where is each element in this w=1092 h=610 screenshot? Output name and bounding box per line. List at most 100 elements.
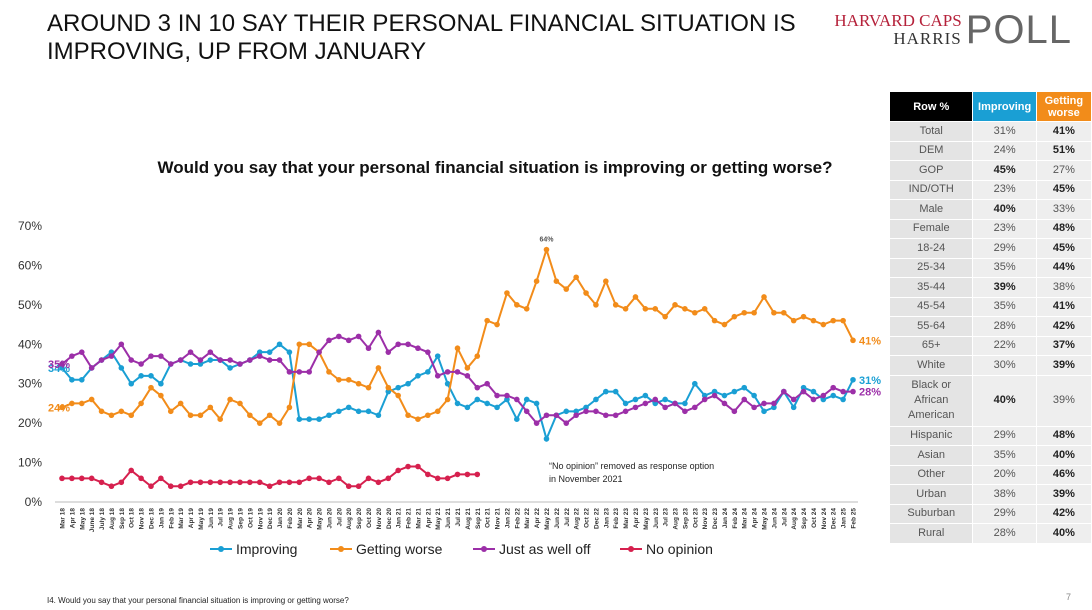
x-tick-label: Oct 19 — [247, 508, 254, 528]
point — [296, 341, 303, 348]
x-tick-label: Oct 21 — [485, 508, 492, 528]
point — [197, 412, 204, 419]
point — [78, 349, 85, 355]
point — [672, 400, 678, 407]
point — [266, 357, 273, 363]
point — [256, 479, 263, 486]
x-tick-label: Jul 20 — [336, 508, 343, 527]
point — [167, 408, 174, 415]
point — [444, 475, 451, 482]
point — [514, 302, 520, 308]
y-tick-label: 20% — [18, 416, 42, 430]
point — [504, 392, 510, 399]
point — [731, 388, 738, 395]
point — [326, 412, 332, 419]
point — [167, 361, 174, 367]
point — [464, 404, 471, 411]
point — [444, 396, 451, 403]
x-tick-label: Sep 24 — [801, 508, 808, 529]
point — [682, 408, 688, 415]
point — [336, 376, 342, 383]
data-label: 31% — [859, 375, 881, 387]
table-header-row: Row % Improving Getting worse — [890, 92, 1091, 121]
table-cell: 42% — [1036, 504, 1091, 523]
point — [128, 412, 135, 419]
point — [454, 400, 461, 407]
point — [494, 392, 500, 399]
table-row: Rural 28% 40% — [890, 524, 1091, 543]
point — [721, 321, 728, 328]
data-label: 28% — [859, 387, 881, 399]
table-row: 18-24 29% 45% — [890, 239, 1091, 258]
table-cell: 29% — [973, 239, 1036, 258]
table-cell: 39% — [1036, 485, 1091, 504]
point — [59, 365, 65, 371]
point — [286, 479, 293, 486]
point — [533, 400, 540, 407]
point — [830, 384, 837, 391]
x-tick-label: Feb 22 — [514, 508, 521, 529]
x-tick-label: Dec 18 — [148, 508, 155, 529]
point — [138, 361, 144, 367]
point — [810, 317, 817, 324]
x-tick-label: Mar 23 — [623, 508, 630, 529]
x-tick-label: Feb 19 — [168, 508, 175, 529]
point — [69, 376, 75, 383]
point — [830, 317, 837, 324]
table-cell: 40% — [1036, 524, 1091, 543]
x-tick-label: Jul 22 — [564, 508, 571, 527]
point — [464, 471, 471, 478]
table-wrap: Row % Improving Getting worse Total 31% 41% DE… — [889, 91, 1092, 544]
legend-item: Just as well off — [473, 541, 591, 557]
point — [840, 396, 846, 403]
x-tick-label: Mar 21 — [415, 508, 422, 529]
point — [761, 294, 767, 300]
x-tick-label: Oct 22 — [584, 508, 591, 528]
x-tick-label: Jan 21 — [396, 508, 403, 529]
table-row: Black or African American 40% 39% — [890, 375, 1091, 426]
x-tick-label: Dec 20 — [386, 508, 393, 529]
x-tick-label: Jul 23 — [663, 508, 670, 527]
point — [227, 357, 233, 363]
x-tick-label: Nov 19 — [257, 508, 264, 530]
point — [385, 388, 392, 395]
table-row: IND/OTH 23% 45% — [890, 180, 1091, 199]
point — [533, 278, 540, 285]
table-cell: 41% — [1036, 122, 1091, 141]
point — [187, 479, 194, 486]
point — [237, 361, 243, 367]
x-tick-label: Apr 19 — [188, 508, 195, 529]
table-cell: Suburban — [890, 504, 973, 523]
table-cell: Total — [890, 122, 973, 141]
point — [306, 369, 312, 375]
table-row: GOP 45% 27% — [890, 161, 1091, 180]
point — [69, 353, 75, 359]
logo-left: HARRIS — [893, 29, 962, 48]
point — [128, 380, 135, 387]
table-cell: 40% — [973, 375, 1036, 426]
y-tick-label: 0% — [25, 495, 43, 509]
point — [622, 306, 629, 312]
x-tick-label: Apr 20 — [307, 508, 314, 529]
point — [177, 400, 184, 407]
point — [78, 475, 85, 482]
point — [217, 416, 223, 423]
x-tick-label: Sep 21 — [475, 508, 482, 529]
y-tick-label: 60% — [18, 258, 42, 272]
point — [355, 333, 362, 340]
x-tick-label: Mar 19 — [178, 508, 185, 529]
x-tick-label: Feb 21 — [406, 508, 413, 529]
point — [395, 392, 401, 399]
point — [800, 388, 807, 395]
table-cell: 48% — [1036, 219, 1091, 238]
point — [514, 396, 520, 403]
point — [533, 420, 540, 426]
y-tick-label: 30% — [18, 377, 42, 391]
point — [701, 306, 708, 312]
point — [108, 353, 115, 359]
point — [197, 479, 204, 486]
point — [840, 317, 846, 324]
point — [148, 353, 154, 359]
x-tick-label: Jan 24 — [722, 508, 729, 529]
point — [741, 384, 748, 391]
